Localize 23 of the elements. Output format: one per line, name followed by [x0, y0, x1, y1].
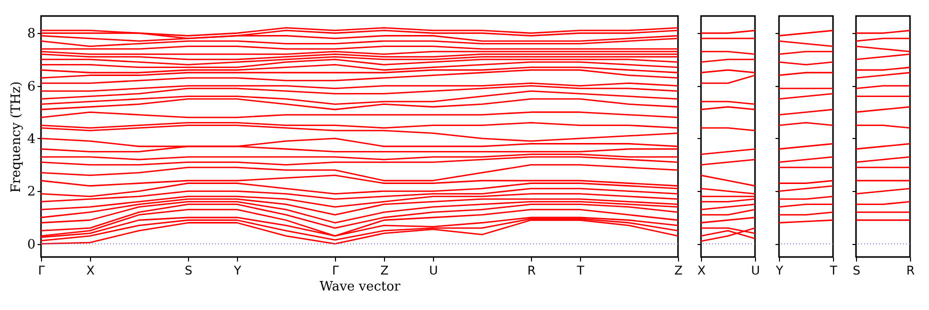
y-tick-label: 0 [27, 237, 36, 252]
x-tick-label: S [184, 264, 192, 278]
x-tick-label: R [906, 264, 915, 278]
x-tick-label: T [828, 264, 838, 278]
y-tick-label: 6 [27, 79, 36, 94]
x-tick-label: T [576, 264, 585, 278]
x-tick-label: Γ [332, 264, 340, 278]
x-tick-label: X [86, 264, 95, 278]
x-tick-label: X [697, 264, 706, 278]
y-tick-label: 8 [27, 26, 36, 42]
x-tick-label: Y [232, 264, 242, 278]
x-tick-label: Y [774, 264, 784, 278]
y-axis-title: Frequency (THz) [9, 81, 24, 193]
x-axis-title: Wave vector [320, 280, 402, 294]
x-tick-label: U [429, 264, 438, 278]
x-tick-label: Z [380, 264, 389, 278]
x-tick-label: R [527, 264, 536, 278]
y-tick-label: 2 [27, 184, 36, 200]
x-tick-label: U [751, 264, 760, 278]
y-tick-label: 4 [27, 132, 36, 147]
x-tick-label: S [852, 264, 860, 278]
x-tick-label: Z [674, 264, 683, 278]
x-tick-label: Γ [38, 264, 46, 278]
